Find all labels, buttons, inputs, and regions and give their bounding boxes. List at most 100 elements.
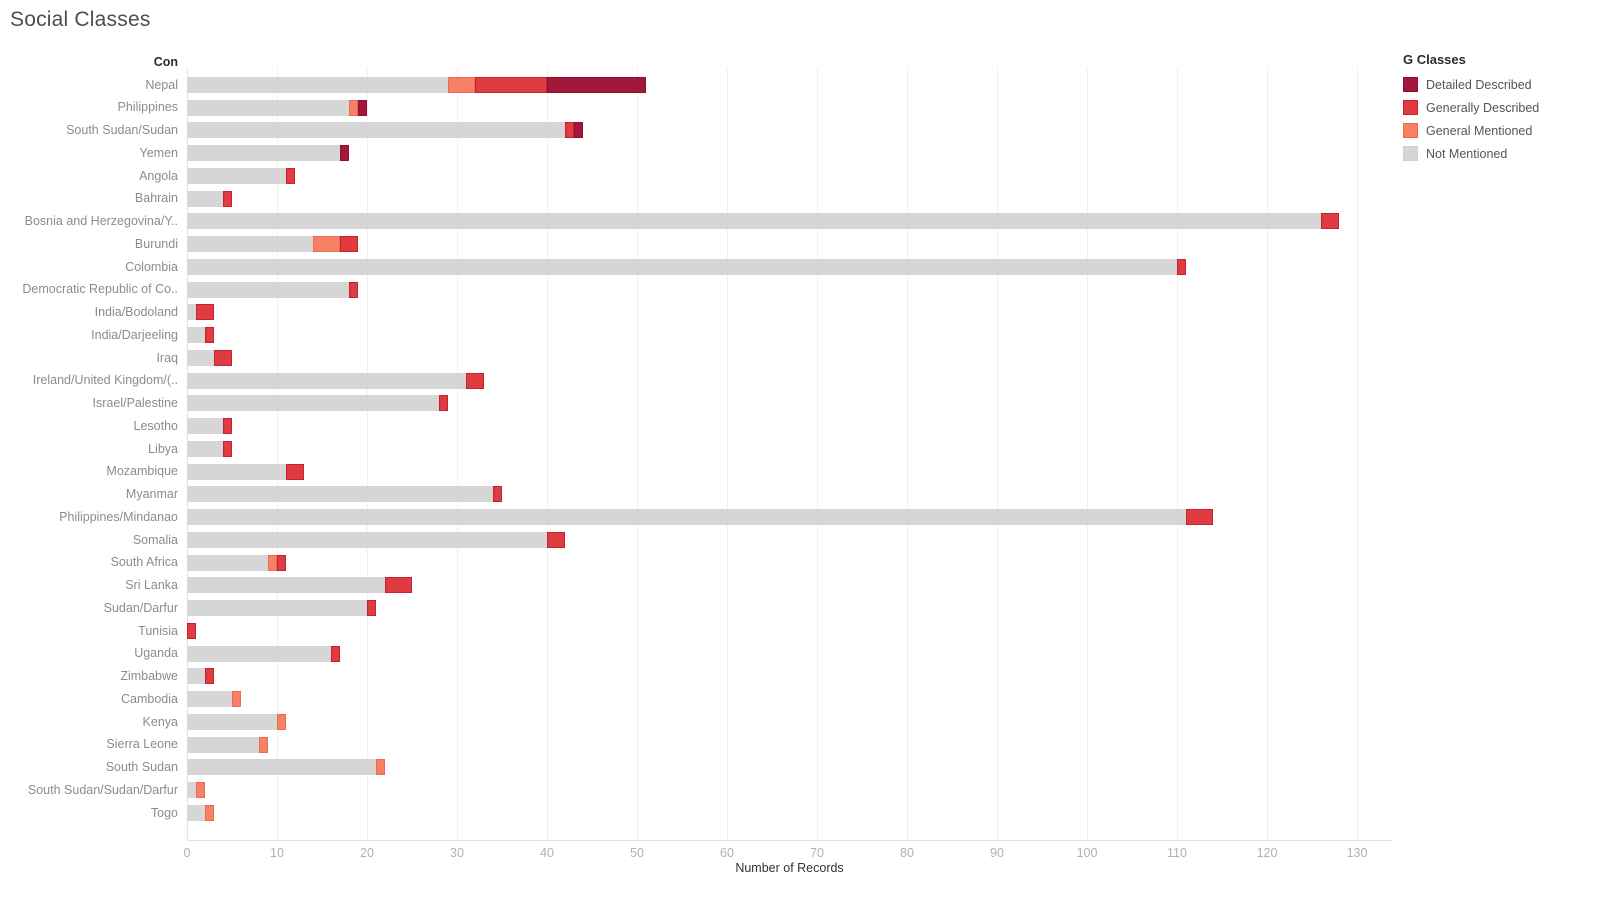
bar-segment[interactable] [376,759,385,776]
bar-segment[interactable] [187,281,349,298]
bar-segment[interactable] [1321,213,1339,230]
bar-segment[interactable] [466,372,484,389]
row-label[interactable]: South Sudan/Sudan/Darfur [27,782,178,797]
bar-segment[interactable] [313,236,340,253]
bar-segment[interactable] [259,736,268,753]
row-label[interactable]: Philippines [117,100,178,115]
bar-segment[interactable] [187,418,223,435]
bar-segment[interactable] [187,463,286,480]
bar-segment[interactable] [187,509,1186,526]
bar-segment[interactable] [493,486,502,503]
bar-segment[interactable] [214,349,232,366]
row-label[interactable]: Yemen [139,145,178,160]
bar-segment[interactable] [565,122,574,139]
bar-segment[interactable] [448,76,475,93]
bar-segment[interactable] [574,122,583,139]
legend-item[interactable]: Detailed Described [1403,73,1593,96]
bar-segment[interactable] [205,804,214,821]
bar-segment[interactable] [286,167,295,184]
bar-segment[interactable] [547,531,565,548]
bar-segment[interactable] [187,258,1177,275]
row-label[interactable]: India/Darjeeling [91,327,178,342]
row-label[interactable]: Bosnia and Herzegovina/Y.. [24,214,178,229]
bar-segment[interactable] [196,304,214,321]
row-label[interactable]: Iraq [156,350,178,365]
row-label[interactable]: Cambodia [121,691,178,706]
bar-segment[interactable] [187,759,376,776]
bar-segment[interactable] [187,600,367,617]
bar-segment[interactable] [187,76,448,93]
row-label[interactable]: Burundi [134,236,178,251]
bar-segment[interactable] [187,782,196,799]
bar-segment[interactable] [187,236,313,253]
row-label[interactable]: Kenya [142,714,178,729]
bar-segment[interactable] [223,418,232,435]
row-label[interactable]: South Africa [110,555,178,570]
row-label[interactable]: India/Bodoland [94,305,178,320]
row-label[interactable]: Libya [148,441,178,456]
row-label[interactable]: Democratic Republic of Co.. [22,282,178,297]
legend-item[interactable]: Generally Described [1403,96,1593,119]
bar-segment[interactable] [358,99,367,116]
bar-segment[interactable] [187,190,223,207]
row-label[interactable]: Myanmar [125,487,178,502]
row-label[interactable]: Mozambique [106,464,178,479]
row-label[interactable]: Zimbabwe [120,669,178,684]
bar-segment[interactable] [187,804,205,821]
bar-segment[interactable] [439,395,448,412]
row-label[interactable]: South Sudan/Sudan [66,123,178,138]
row-label[interactable]: Somalia [132,532,178,547]
bar-segment[interactable] [187,372,466,389]
bar-segment[interactable] [187,327,205,344]
bar-segment[interactable] [349,99,358,116]
bar-segment[interactable] [187,304,196,321]
bar-segment[interactable] [187,167,286,184]
bar-segment[interactable] [232,691,241,708]
row-label[interactable]: South Sudan [105,760,178,775]
bar-segment[interactable] [187,99,349,116]
bar-segment[interactable] [286,463,304,480]
bar-segment[interactable] [385,577,412,594]
bar-segment[interactable] [187,122,565,139]
bar-segment[interactable] [187,622,196,639]
bar-segment[interactable] [340,145,349,162]
bar-segment[interactable] [187,668,205,685]
bar-segment[interactable] [547,76,646,93]
row-label[interactable]: Sudan/Darfur [103,600,178,615]
legend-item[interactable]: General Mentioned [1403,119,1593,142]
bar-segment[interactable] [1177,258,1186,275]
row-label[interactable]: Colombia [125,259,178,274]
bar-segment[interactable] [331,645,340,662]
bar-segment[interactable] [196,782,205,799]
bar-segment[interactable] [187,145,340,162]
bar-segment[interactable] [187,486,493,503]
row-label[interactable]: Togo [150,805,178,820]
row-label[interactable]: Angola [139,168,178,183]
bar-segment[interactable] [268,554,277,571]
bar-segment[interactable] [349,281,358,298]
bar-segment[interactable] [187,736,259,753]
bar-segment[interactable] [277,554,286,571]
bar-segment[interactable] [187,349,214,366]
row-label[interactable]: Ireland/United Kingdom/(.. [32,373,178,388]
row-label[interactable]: Lesotho [133,418,178,433]
row-label[interactable]: Nepal [145,77,178,92]
row-label[interactable]: Sierra Leone [106,737,178,752]
bar-segment[interactable] [367,600,376,617]
bar-segment[interactable] [277,713,286,730]
row-label[interactable]: Bahrain [134,191,178,206]
bar-segment[interactable] [187,691,232,708]
bar-segment[interactable] [223,440,232,457]
row-label[interactable]: Uganda [134,646,178,661]
bar-segment[interactable] [187,395,439,412]
bar-segment[interactable] [223,190,232,207]
legend-item[interactable]: Not Mentioned [1403,142,1593,165]
bar-segment[interactable] [475,76,547,93]
bar-segment[interactable] [187,577,385,594]
bar-segment[interactable] [187,713,277,730]
bar-segment[interactable] [340,236,358,253]
bar-segment[interactable] [205,327,214,344]
row-label[interactable]: Sri Lanka [125,578,178,593]
bar-segment[interactable] [187,531,547,548]
bar-segment[interactable] [187,213,1321,230]
